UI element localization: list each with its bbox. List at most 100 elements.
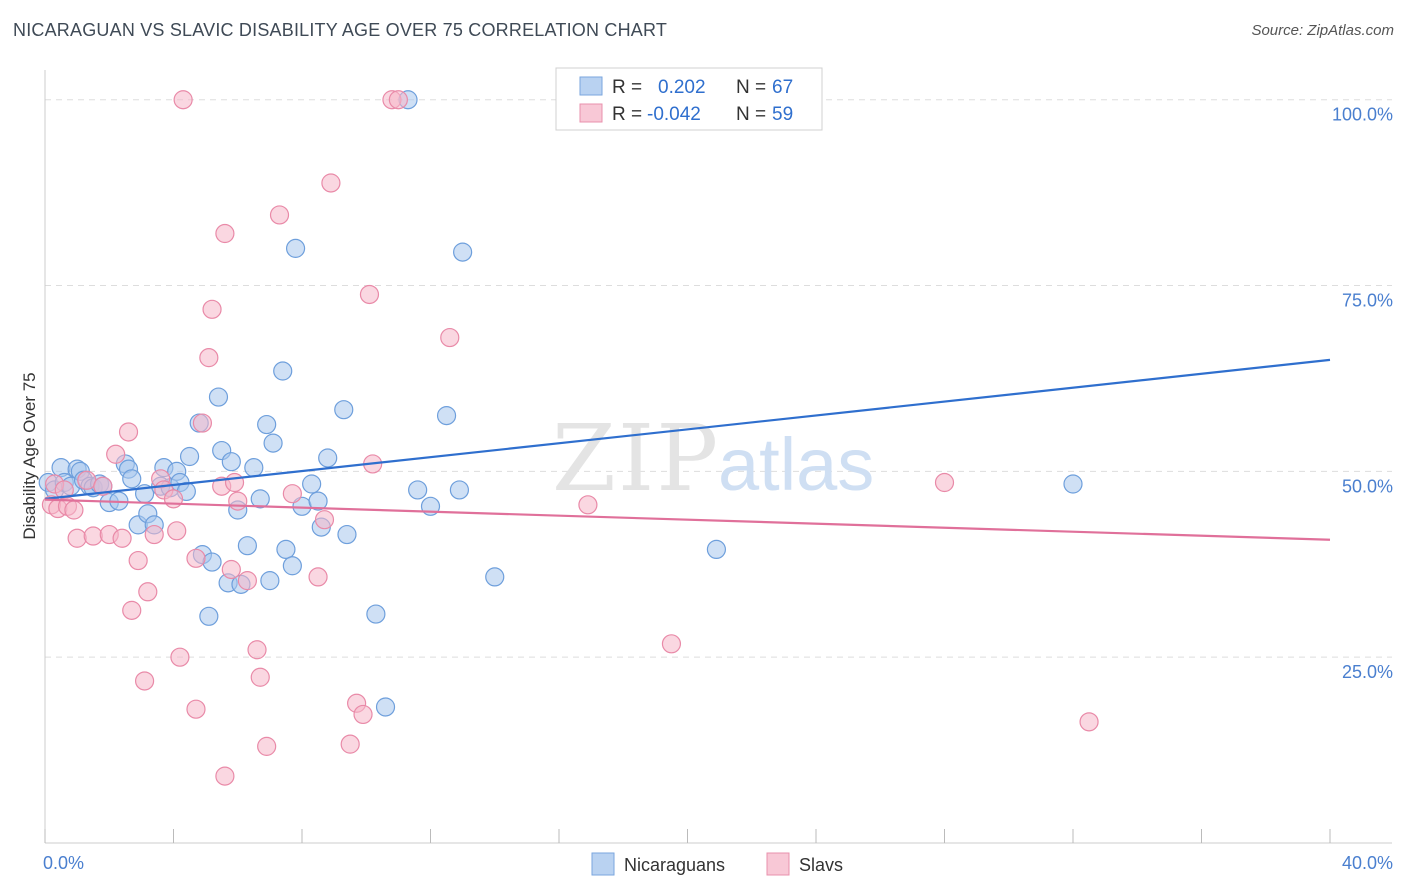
slav-point-25: [186, 699, 206, 719]
slav-point-41: [282, 484, 302, 504]
slav-trend-line: [44, 498, 1331, 541]
slav-point-12: [112, 528, 132, 548]
legend-swatch-blue: [579, 76, 603, 96]
nicaraguan-point-46: [282, 556, 302, 576]
slav-point-17: [138, 582, 158, 602]
slav-point-33: [221, 559, 241, 580]
slav-point-27: [192, 413, 213, 433]
nicaraguan-point-45: [276, 539, 296, 560]
y-tick-label-0: 25.0%: [1342, 662, 1393, 682]
nicaraguan-point-27: [179, 446, 200, 467]
nicaraguan-point-43: [263, 433, 283, 453]
slav-point-45: [340, 734, 360, 754]
grid-lines: [45, 99, 1392, 658]
nicaraguan-point-52: [318, 448, 338, 468]
y-tick-label-3: 100.0%: [1332, 105, 1393, 125]
slav-point-23: [170, 647, 190, 667]
legend-n-value-1: 67: [772, 77, 793, 98]
watermark-atlas: atlas: [718, 423, 874, 506]
nicaraguan-point-54: [337, 524, 357, 545]
slav-point-54: [661, 634, 682, 654]
source-credit: Source: ZipAtlas.com: [1251, 22, 1394, 39]
slav-point-55: [934, 472, 955, 493]
nicaraguan-point-50: [308, 491, 328, 511]
watermark: ZIP atlas: [552, 405, 874, 512]
nicaraguan-point-41: [257, 414, 277, 435]
slav-point-47: [353, 704, 373, 725]
nicaraguan-point-39: [244, 458, 264, 478]
slav-point-11: [106, 444, 126, 464]
slav-point-42: [308, 567, 328, 587]
slav-point-15: [128, 550, 148, 571]
nicaraguan-point-53: [334, 400, 354, 420]
nicaraguan-point-66: [1063, 474, 1083, 494]
nicaraguan-point-58: [408, 480, 428, 500]
slav-point-34: [224, 472, 245, 493]
legend-r-label-2: R =: [612, 104, 642, 125]
slav-point-48: [359, 284, 380, 305]
axes: [44, 70, 1392, 844]
nicaraguan-point-32: [208, 387, 229, 407]
series-legend-label-slavs: Slavs: [799, 855, 843, 875]
correlation-legend: R = 0.202 N = 67 R = -0.042 N = 59: [555, 67, 823, 131]
y-axis-title: Disability Age Over 75: [20, 372, 39, 539]
trend-lines: [44, 358, 1331, 541]
slav-point-40: [269, 205, 290, 225]
slav-point-43: [314, 510, 335, 530]
slav-point-39: [257, 736, 277, 756]
nicaraguan-point-42: [260, 571, 280, 591]
slav-point-5: [64, 500, 84, 520]
slav-point-21: [163, 489, 184, 509]
nicaraguan-point-49: [302, 474, 322, 494]
nicaraguan-point-16: [122, 469, 142, 489]
legend-swatch-pink: [579, 103, 603, 123]
slav-point-37: [247, 640, 267, 660]
nicaraguan-point-62: [453, 242, 473, 262]
nicaraguan-point-40: [250, 489, 270, 509]
series-legend: Nicaraguans Slavs: [591, 852, 843, 876]
legend-r-value-1: 0.202: [658, 77, 706, 98]
slav-point-8: [83, 526, 103, 546]
slav-point-16: [134, 671, 155, 691]
slav-point-52: [440, 327, 460, 348]
nicaraguan-point-61: [449, 480, 470, 500]
y-tick-label-1: 50.0%: [1342, 476, 1393, 496]
nicaraguan-point-31: [202, 552, 222, 572]
x-tick-label-1: 40.0%: [1342, 853, 1393, 873]
nicaraguan-point-60: [436, 406, 457, 426]
slav-point-26: [186, 548, 206, 568]
chart-title: NICARAGUAN VS SLAVIC DISABILITY AGE OVER…: [13, 20, 668, 40]
slav-point-51: [388, 90, 408, 110]
slav-point-18: [144, 524, 164, 545]
slav-point-31: [215, 223, 235, 244]
data-points: [38, 90, 1099, 786]
slav-point-24: [173, 90, 193, 110]
legend-n-label-2: N =: [736, 104, 766, 125]
slav-point-22: [167, 521, 187, 541]
nicaraguan-point-56: [375, 697, 396, 717]
nicaraguan-point-38: [237, 536, 257, 556]
slav-point-53: [578, 495, 598, 515]
legend-r-value-2: -0.042: [647, 104, 701, 125]
nicaraguan-point-64: [706, 539, 727, 560]
slav-point-29: [202, 299, 222, 319]
slav-point-32: [215, 766, 235, 786]
slav-point-38: [250, 667, 270, 687]
watermark-zip: ZIP: [552, 405, 720, 512]
nicaraguan-trend-line: [44, 358, 1331, 500]
nicaraguan-point-47: [285, 238, 306, 258]
tick-labels: 25.0% 50.0% 75.0% 100.0% 0.0% 40.0%: [43, 105, 1393, 873]
slav-point-35: [228, 491, 248, 511]
legend-n-label-1: N =: [736, 77, 766, 98]
legend-r-label-1: R =: [612, 77, 642, 98]
nicaraguan-point-55: [366, 604, 386, 624]
slav-point-44: [321, 173, 341, 193]
slav-point-13: [118, 422, 139, 442]
slav-point-9: [93, 476, 113, 496]
legend-n-value-2: 59: [772, 104, 793, 125]
series-legend-swatch-nicaraguans: [591, 852, 615, 876]
nicaraguan-point-35: [221, 452, 241, 472]
x-tick-label-0: 0.0%: [43, 853, 84, 873]
series-legend-swatch-slavs: [766, 852, 790, 876]
